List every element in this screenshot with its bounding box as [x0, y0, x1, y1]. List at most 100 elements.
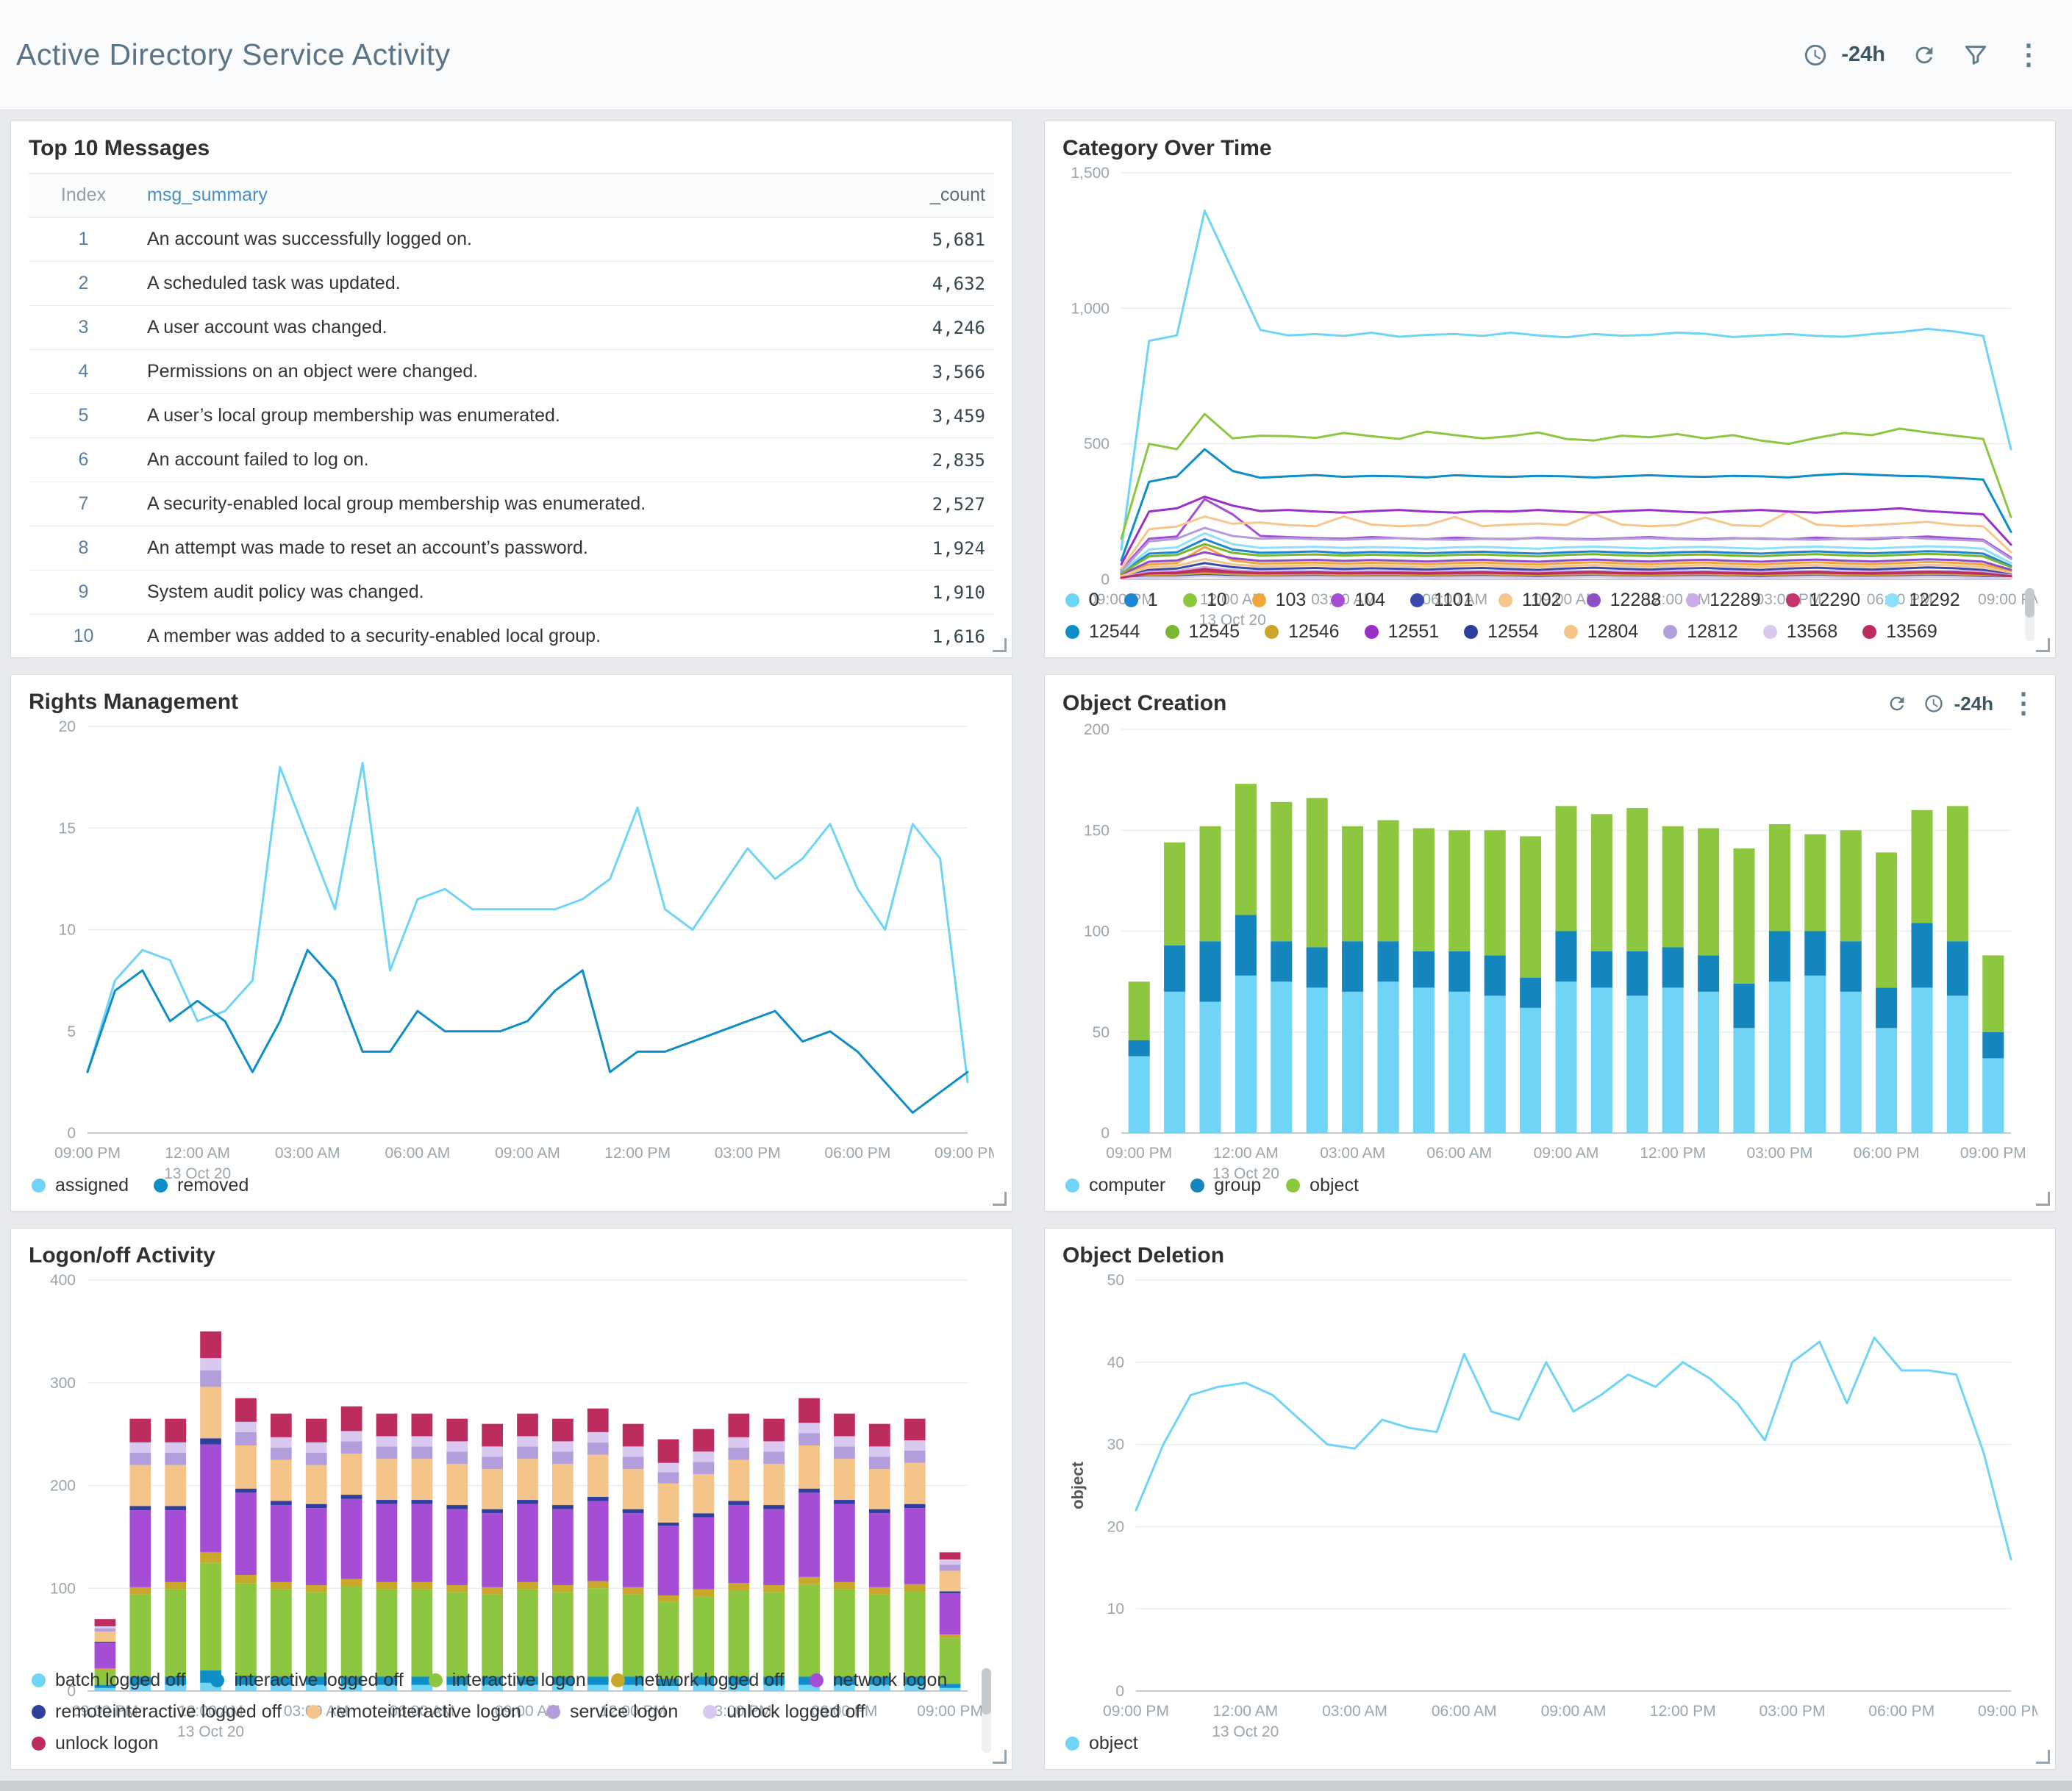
table-row[interactable]: 8 An attempt was made to reset an account…: [29, 526, 994, 571]
legend-item-12812[interactable]: 12812: [1663, 621, 1738, 643]
category-over-time-chart[interactable]: 0 500 1,000 1,500 09:00 PM 12:00 AM 13 Oct 20 0…: [1062, 161, 2044, 629]
svg-text:12:00 PM: 12:00 PM: [600, 1703, 666, 1720]
legend-item-10[interactable]: 10: [1182, 590, 1227, 611]
table-row[interactable]: 4 Permissions on an object were changed. 3…: [29, 349, 994, 394]
logon-activity-chart[interactable]: 0 100 200 300 400 09:00 PM 12:00 AM 13 Oct 20 03…: [29, 1268, 994, 1740]
panel-resize-handle[interactable]: [993, 638, 1007, 652]
legend-item-object[interactable]: object: [1286, 1175, 1359, 1196]
refresh-icon[interactable]: [1912, 43, 1937, 68]
legend-swatch: [1190, 1179, 1205, 1193]
kebab-menu-icon[interactable]: ⋮: [2010, 688, 2037, 719]
panel-title: Object Deletion: [1062, 1243, 1225, 1268]
legend-item-unlock-logon[interactable]: unlock logon: [32, 1733, 158, 1754]
clock-icon[interactable]: [1923, 693, 1944, 714]
kebab-menu-icon[interactable]: ⋮: [2015, 39, 2043, 71]
legend-item-103[interactable]: 103: [1251, 590, 1306, 611]
legend-item-12289[interactable]: 12289: [1686, 590, 1761, 611]
legend-item-group[interactable]: group: [1190, 1175, 1261, 1196]
legend-item-interactive-logon[interactable]: interactive logon: [428, 1670, 586, 1691]
legend-item-remoteinteractive-logged-off[interactable]: remoteinteractive logged off: [32, 1701, 282, 1723]
object-creation-chart[interactable]: 0 50 100 150 200 09:00 PM 12:00 AM 13 Oct 20 03:…: [1062, 718, 2037, 1182]
legend-label: 12812: [1687, 621, 1738, 642]
row-count: 4,246: [822, 305, 994, 350]
legend-item-12804[interactable]: 12804: [1563, 621, 1638, 643]
column-header-msg-summary[interactable]: msg_summary: [138, 173, 822, 218]
legend-label: batch logged off: [55, 1670, 186, 1690]
row-message: An account was successfully logged on.: [138, 217, 822, 262]
top-messages-table: Index msg_summary _count 1 An account was…: [29, 173, 994, 659]
time-range-value[interactable]: -24h: [1841, 43, 1885, 66]
legend-label: 10: [1206, 590, 1227, 610]
legend-item-batch-logged-off[interactable]: batch logged off: [32, 1670, 185, 1691]
legend-item-1102[interactable]: 1102: [1498, 590, 1562, 611]
refresh-icon[interactable]: [1887, 693, 1907, 714]
legend-label: 13569: [1886, 621, 1937, 642]
table-row[interactable]: 6 An account failed to log on. 2,835: [29, 437, 994, 482]
legend-swatch: [1065, 1737, 1079, 1751]
legend-item-service-logon[interactable]: service logon: [546, 1701, 678, 1723]
legend-item-12554[interactable]: 12554: [1464, 621, 1539, 643]
legend-label: assigned: [55, 1175, 129, 1195]
legend-item-13569[interactable]: 13569: [1862, 621, 1937, 643]
filter-funnel-icon[interactable]: [1963, 43, 1988, 68]
legend-item-remoteinteractive-logon[interactable]: remoteinteractive logon: [307, 1701, 521, 1723]
legend-item-0[interactable]: 0: [1065, 590, 1099, 611]
svg-text:20: 20: [59, 718, 76, 735]
panel-resize-handle[interactable]: [993, 1750, 1007, 1764]
svg-text:06:00 AM: 06:00 AM: [389, 1703, 454, 1720]
rights-management-chart[interactable]: 0 5 10 15 20 09:00 PM 12:00 AM 13 Oct 20 03:00 A…: [29, 715, 1001, 1182]
legend-item-1[interactable]: 1: [1123, 590, 1158, 611]
legend-swatch: [1331, 593, 1346, 607]
table-row[interactable]: 9 System audit policy was changed. 1,910: [29, 570, 994, 615]
clock-icon[interactable]: [1803, 43, 1828, 68]
legend-swatch: [307, 1705, 321, 1719]
row-index: 8: [29, 526, 138, 571]
legend-item-104[interactable]: 104: [1331, 590, 1385, 611]
object-deletion-chart[interactable]: 0 10 20 30 40 50 09:00 PM 12:00 AM 13 Oct 20 03:0…: [1062, 1268, 2044, 1740]
legend-item-13568[interactable]: 13568: [1762, 621, 1837, 643]
svg-text:06:00 PM: 06:00 PM: [1868, 1703, 1935, 1720]
legend-swatch: [1065, 1179, 1079, 1193]
legend-scrollbar[interactable]: [982, 1668, 991, 1753]
panel-resize-handle[interactable]: [993, 1192, 1007, 1206]
legend-item-12544[interactable]: 12544: [1065, 621, 1140, 643]
legend-item-12288[interactable]: 12288: [1586, 590, 1661, 611]
legend-item-12551[interactable]: 12551: [1364, 621, 1439, 643]
legend-label: 12545: [1188, 621, 1240, 642]
legend-item-12546[interactable]: 12546: [1265, 621, 1340, 643]
legend-item-network-logon[interactable]: network logon: [809, 1670, 947, 1691]
legend-item-network-logged-off[interactable]: network logged off: [610, 1670, 785, 1691]
panel-resize-handle[interactable]: [2036, 1750, 2050, 1764]
svg-text:50: 50: [1093, 1024, 1110, 1041]
legend-item-removed[interactable]: removed: [154, 1175, 249, 1196]
legend-item-12292[interactable]: 12292: [1885, 590, 1960, 611]
svg-text:12:00 AM: 12:00 AM: [1212, 1703, 1278, 1720]
table-row[interactable]: 1 An account was successfully logged on. 5…: [29, 217, 994, 262]
legend-item-12290[interactable]: 12290: [1785, 590, 1860, 611]
legend-item-object[interactable]: object: [1065, 1733, 1138, 1754]
svg-text:09:00 PM: 09:00 PM: [935, 1145, 994, 1162]
legend-item-interactive-logged-off[interactable]: interactive logged off: [210, 1670, 404, 1691]
column-header-count[interactable]: _count: [822, 173, 994, 218]
svg-text:09:00 PM: 09:00 PM: [72, 1703, 138, 1720]
panel-time-range-value[interactable]: -24h: [1954, 692, 1993, 715]
legend-item-assigned[interactable]: assigned: [32, 1175, 129, 1196]
panel-resize-handle[interactable]: [2036, 638, 2050, 652]
row-count: 2,835: [822, 437, 994, 482]
legend-item-1101[interactable]: 1101: [1410, 590, 1473, 611]
legend-swatch: [32, 1705, 46, 1719]
column-header-index[interactable]: Index: [29, 173, 138, 218]
legend-scrollbar-thumb[interactable]: [2025, 588, 2035, 618]
table-row[interactable]: 10 A member was added to a security-enabl…: [29, 614, 994, 659]
legend-scrollbar[interactable]: [2025, 588, 2035, 641]
legend-label: object: [1310, 1175, 1359, 1195]
legend-scrollbar-thumb[interactable]: [982, 1668, 991, 1715]
panel-resize-handle[interactable]: [2036, 1192, 2050, 1206]
legend-item-computer[interactable]: computer: [1065, 1175, 1165, 1196]
legend-item-12545[interactable]: 12545: [1165, 621, 1240, 643]
legend-item-unlock-logged-off[interactable]: unlock logged off: [703, 1701, 865, 1723]
